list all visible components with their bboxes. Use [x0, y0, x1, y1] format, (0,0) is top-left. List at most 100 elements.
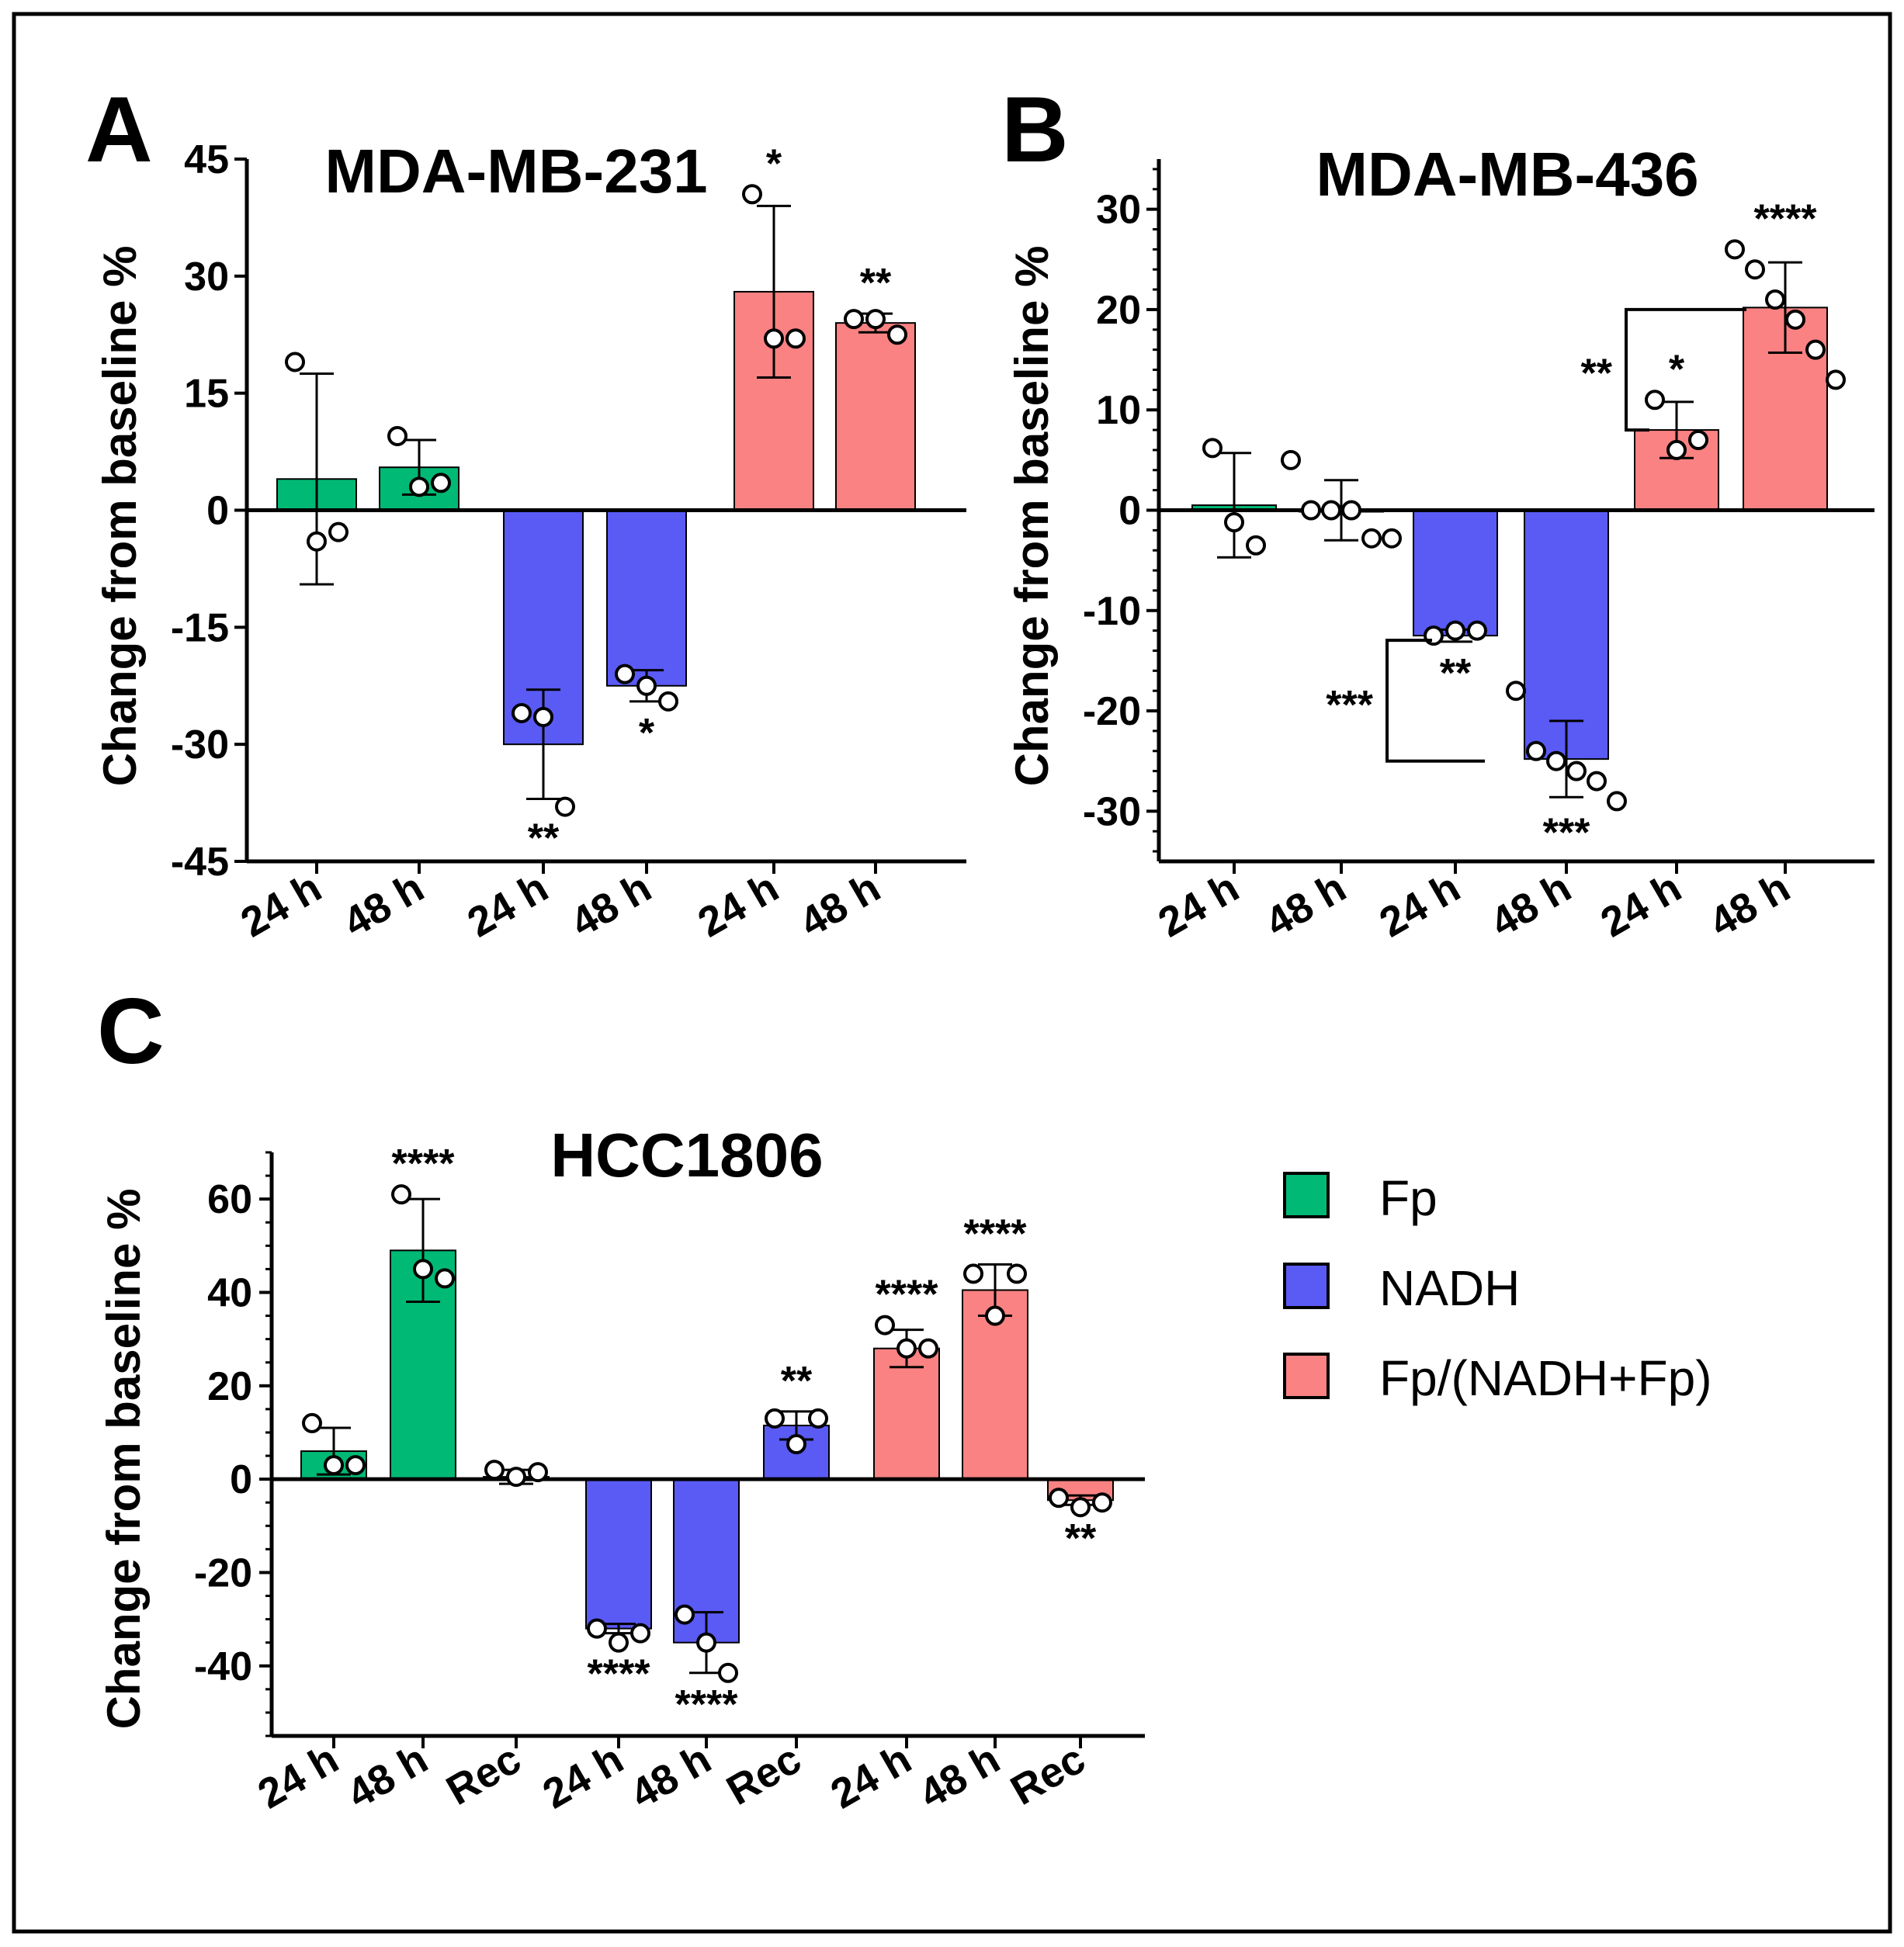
data-point: [786, 328, 806, 349]
data-point: [1092, 1492, 1112, 1513]
legend-swatch-fp: [1283, 1172, 1330, 1218]
data-point: [1785, 309, 1805, 330]
data-point: [285, 352, 305, 372]
significance-label: ***: [1543, 810, 1590, 855]
legend-swatch-ratio: [1283, 1353, 1330, 1399]
data-point: [1281, 449, 1301, 470]
significance-label: *: [1669, 347, 1685, 392]
data-point: [387, 425, 408, 446]
y-tick-label: -45: [171, 840, 229, 885]
significance-label: **: [528, 816, 560, 861]
significance-label: ****: [675, 1682, 739, 1727]
comparison-bracket: [1625, 307, 1746, 432]
data-point: [786, 1434, 806, 1454]
legend-label-ratio: Fp/(NADH+Fp): [1379, 1350, 1712, 1406]
chart-c: ************************6040200-20-4024 …: [194, 1142, 1145, 1817]
data-point: [506, 1467, 526, 1488]
data-point: [435, 1268, 455, 1289]
panel-letter-a: A: [85, 78, 153, 182]
error-bar: [1768, 261, 1802, 355]
y-tick-label: 60: [207, 1177, 252, 1222]
data-point: [1007, 1263, 1027, 1284]
data-point: [718, 1662, 738, 1683]
y-tick-label: 0: [230, 1457, 252, 1502]
data-point: [413, 1259, 433, 1280]
panel-letter-b: B: [1001, 78, 1069, 182]
data-point: [409, 476, 429, 497]
data-point: [1321, 500, 1341, 521]
data-point: [765, 1408, 785, 1429]
y-tick-label: 0: [206, 489, 229, 534]
y-tick-label: 45: [184, 137, 229, 182]
significance-label: *: [766, 141, 782, 186]
data-point: [887, 324, 907, 345]
data-point: [1224, 512, 1244, 533]
y-tick-label: 10: [1096, 388, 1141, 433]
data-point: [1070, 1497, 1091, 1518]
y-tick-label: -20: [1083, 689, 1141, 734]
y-tick-label: 40: [207, 1270, 252, 1315]
bar: [585, 1478, 652, 1630]
data-point: [328, 521, 349, 542]
data-point: [1546, 750, 1566, 771]
bar: [873, 1347, 940, 1481]
data-point: [1526, 740, 1546, 761]
data-point: [808, 1408, 828, 1429]
significance-label: ****: [876, 1273, 939, 1318]
comparison-bracket: [1386, 639, 1485, 763]
data-point: [1467, 620, 1487, 641]
y-axis-label-a: Change from baseline %: [94, 246, 146, 787]
data-point: [587, 1618, 607, 1639]
data-point: [985, 1305, 1005, 1326]
error-bar: [1217, 452, 1251, 559]
significance-label: **: [781, 1359, 813, 1404]
data-point: [431, 473, 451, 494]
data-point: [533, 706, 553, 727]
significance-label: ****: [392, 1142, 456, 1187]
data-point: [555, 796, 575, 817]
data-point: [391, 1184, 411, 1205]
data-point: [1745, 259, 1765, 280]
legend: Fp NADH Fp/(NADH+Fp): [1283, 1170, 1712, 1406]
legend-label-fp: Fp: [1379, 1170, 1438, 1226]
data-point: [1361, 528, 1382, 549]
y-tick-label: -40: [194, 1644, 252, 1689]
data-point: [1202, 438, 1223, 459]
data-point: [742, 184, 762, 205]
legend-label-nadh: NADH: [1379, 1260, 1520, 1316]
data-point: [1666, 439, 1687, 460]
y-tick-label: 30: [1096, 188, 1141, 233]
bar: [606, 509, 687, 687]
data-point: [484, 1460, 505, 1481]
data-point: [865, 309, 886, 330]
figure-border: [12, 12, 1892, 1934]
data-point: [1566, 760, 1587, 781]
data-point: [1445, 620, 1465, 641]
data-point: [963, 1263, 983, 1284]
data-point: [615, 663, 635, 684]
data-point: [1049, 1488, 1069, 1509]
significance-label: **: [860, 261, 892, 306]
data-point: [307, 531, 327, 552]
data-point: [1301, 500, 1321, 521]
data-point: [1607, 791, 1627, 812]
y-axis-label-c: Change from baseline %: [98, 1189, 150, 1730]
y-tick-label: 15: [184, 372, 229, 417]
data-point: [764, 328, 784, 349]
y-tick-label: -10: [1083, 589, 1141, 634]
significance-label: **: [1440, 651, 1472, 696]
data-point: [302, 1412, 322, 1433]
data-point: [875, 1315, 895, 1336]
y-tick-label: -30: [171, 722, 229, 767]
y-tick-label: -15: [171, 605, 229, 650]
significance-label: *: [639, 711, 655, 756]
data-point: [1688, 430, 1708, 450]
bar: [1413, 509, 1498, 637]
y-tick-label: 20: [207, 1364, 252, 1409]
chart-title-c: HCC1806: [550, 1121, 823, 1190]
chart-title-a: MDA-MB-231: [324, 137, 707, 206]
data-point: [658, 691, 678, 712]
error-bar: [757, 204, 791, 379]
data-point: [1246, 535, 1266, 556]
